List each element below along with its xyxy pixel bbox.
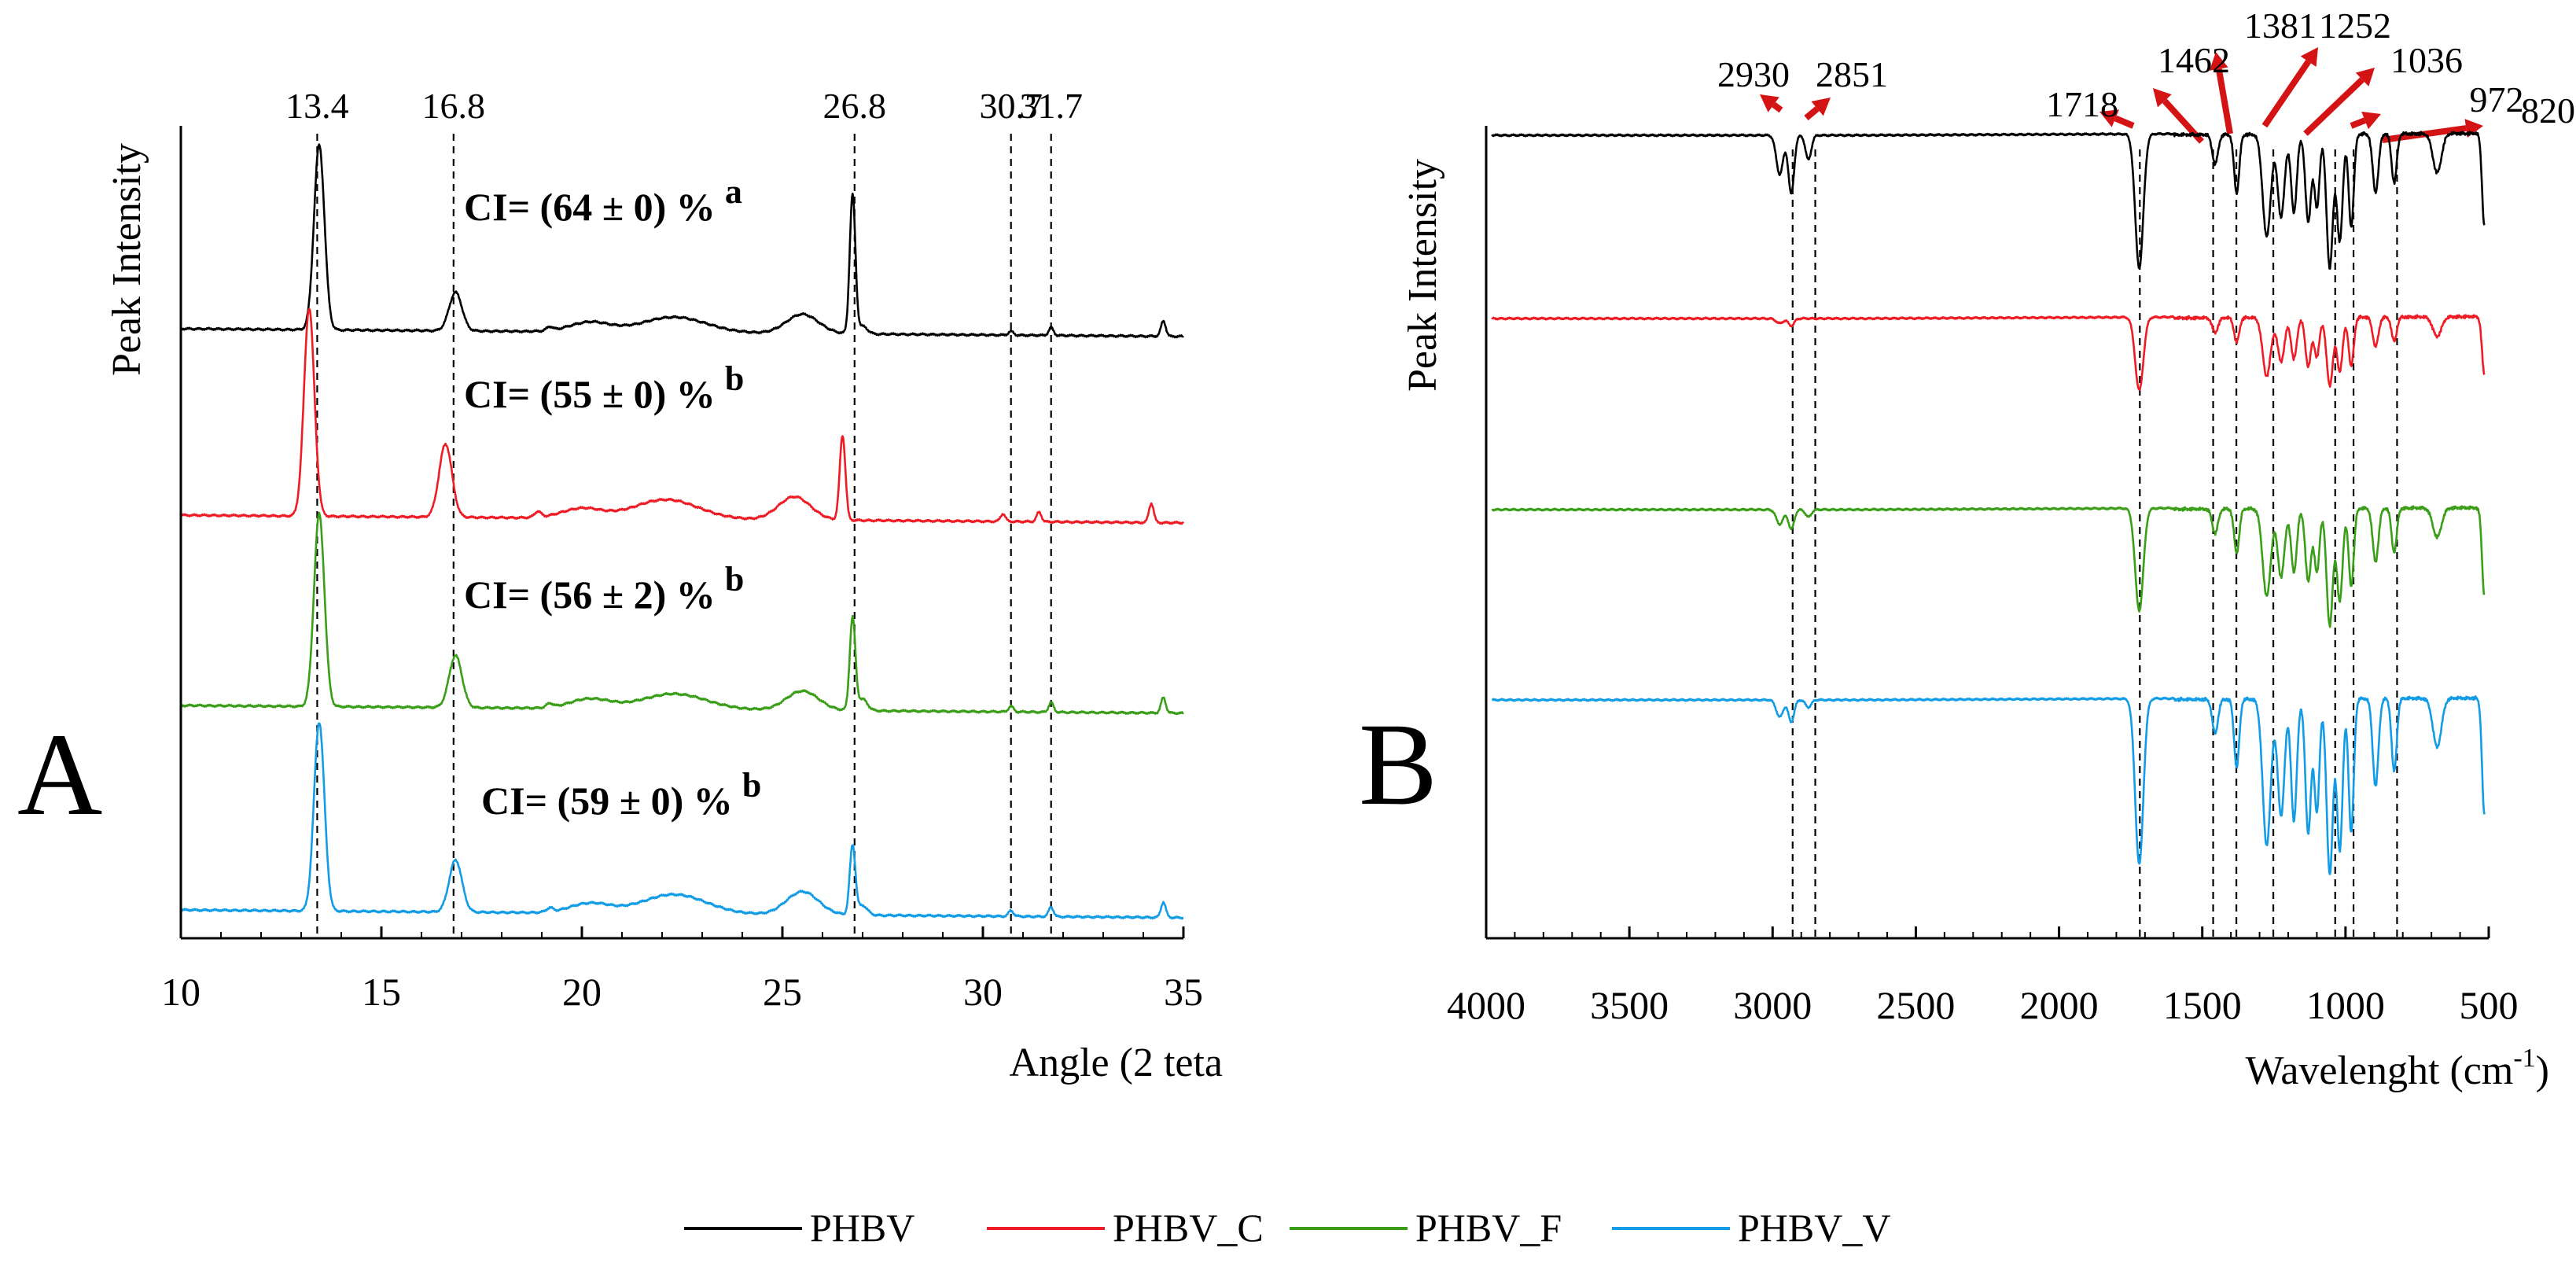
panel-a-ci-letter: a: [725, 172, 742, 211]
panel-a-ci-label: CI= (59 ± 0) %: [481, 779, 733, 823]
panel-b-ftir: B Peak Intensity 2930 2851 1718 1462 1381 125…: [1359, 6, 2575, 1093]
panel-a-peak-label: 26.8: [823, 86, 887, 126]
panel-b-x-tick-label: 1500: [2163, 983, 2242, 1027]
panel-a-peak-label: 31.7: [1019, 86, 1083, 126]
panel-a-peak-labels: 13.4 16.8 26.8 30.731.7: [285, 86, 1083, 126]
panel-a-x-tick-label: 25: [763, 970, 802, 1014]
panel-b-arrow-head: [2300, 47, 2318, 67]
panel-a-ci-letter: b: [742, 766, 761, 805]
panel-a-ci-letter: b: [725, 359, 744, 398]
legend-item: PHBV_F: [1290, 1206, 1562, 1250]
panel-b-arrow-shaft: [2261, 59, 2311, 128]
panel-a-ci-label: CI= (55 ± 0) %: [464, 372, 716, 416]
panel-b-arrow-head: [2209, 52, 2228, 71]
panel-a-letter: A: [17, 709, 102, 840]
panel-a-x-axis-title: Angle (2 teta: [1010, 1040, 1223, 1085]
legend-item: PHBV_C: [987, 1206, 1264, 1250]
panel-b-arrow-head: [2099, 109, 2119, 127]
panel-b-x-tick-label: 1000: [2306, 983, 2385, 1027]
panel-a-peak-label: 13.4: [285, 86, 349, 126]
panel-a-peak-label: 30.7: [979, 86, 1043, 126]
panel-b-x-tick-label: 2000: [2020, 983, 2099, 1027]
panel-a-xrd: A Peak Intensity 13.4 16.8 26.8 30.731.7 CI…: [17, 86, 1223, 1085]
panel-b-arrow-head: [2361, 111, 2381, 130]
panel-b-peak-label: 1381: [2244, 6, 2317, 46]
panel-a-series-PHBV: [180, 143, 1184, 339]
panel-b-arrow-shaft: [1804, 106, 1820, 121]
panel-b-arrow-head: [1760, 94, 1779, 112]
panel-b-series-PHBV: [1491, 131, 2486, 270]
panel-b-peak-label: 1462: [2158, 40, 2230, 80]
panel-b-x-tick-label: 2500: [1876, 983, 1955, 1027]
panel-a-series-PHBV_C: [180, 308, 1185, 525]
panel-b-curves: [1491, 131, 2486, 875]
panel-a-ci-letter: b: [725, 560, 744, 598]
legend-item: PHBV: [684, 1206, 914, 1250]
panel-b-x-tick-label: 500: [2460, 983, 2519, 1027]
legend-label: PHBV_V: [1738, 1206, 1890, 1250]
panel-a-x-ticks: 10 15 20 25 30 35: [161, 926, 1203, 1014]
panel-a-curves: [180, 143, 1185, 920]
panel-a-y-axis-title: Peak Intensity: [105, 143, 149, 376]
panel-b-arrow-shaft: [2303, 77, 2364, 136]
panel-a-x-tick-label: 15: [362, 970, 401, 1014]
panel-b-x-axis-title: Wavelenght (cm-1): [2245, 1044, 2549, 1093]
panel-a-x-tick-label: 30: [963, 970, 1003, 1014]
panel-b-series-PHBV_V: [1491, 695, 2486, 875]
panel-a-series-PHBV_V: [180, 722, 1184, 920]
panel-b-series-PHBV_C: [1491, 314, 2486, 391]
legend-label: PHBV: [810, 1206, 914, 1250]
panel-b-x-ticks: 4000 3500 3000 2500 2000 1500 1000 500: [1447, 926, 2519, 1027]
panel-a-peak-lines: [316, 134, 1052, 938]
panel-b-arrow-shaft: [2114, 115, 2135, 129]
panel-b-y-axis-title: Peak Intensity: [1400, 159, 1445, 392]
panel-b-peak-label: 2930: [1717, 54, 1790, 94]
panel-b-arrow-head: [2153, 88, 2172, 108]
panel-a-peak-label: 16.8: [422, 86, 486, 126]
panel-b-peak-label: 1036: [2390, 40, 2463, 80]
panel-b-peak-label: 1718: [2046, 84, 2118, 124]
panel-b-x-tick-label: 4000: [1447, 983, 1525, 1027]
legend-label: PHBV_C: [1113, 1206, 1264, 1250]
panel-b-letter: B: [1359, 699, 1437, 830]
panel-b-peak-label: 2851: [1816, 54, 1888, 94]
panel-b-x-axis-title-sup: -1: [2513, 1044, 2535, 1073]
panel-b-x-tick-label: 3000: [1733, 983, 1812, 1027]
panel-b-x-axis-title-main: Wavelenght (cm: [2245, 1048, 2513, 1093]
panel-b-arrows: [1760, 47, 2483, 144]
panel-b-arrow-shaft: [2215, 68, 2233, 134]
panel-b-peak-label: 1252: [2319, 6, 2391, 46]
panel-b-peak-label: 820: [2521, 90, 2575, 131]
panel-b-series-PHBV_F: [1491, 505, 2486, 628]
panel-b-arrow-head: [1811, 98, 1831, 116]
panel-b-x-tick-label: 3500: [1590, 983, 1669, 1027]
panel-a-x-tick-label: 20: [562, 970, 602, 1014]
legend-item: PHBV_V: [1612, 1206, 1890, 1250]
panel-b-arrow-head: [2355, 68, 2375, 87]
panel-b-arrow-shaft: [2350, 117, 2367, 129]
panel-b-x-axis-title-close: ): [2536, 1048, 2549, 1093]
panel-a-x-tick-label: 35: [1164, 970, 1203, 1014]
legend-label: PHBV_F: [1415, 1206, 1562, 1250]
panel-a-annotations: CI= (64 ± 0) % aCI= (55 ± 0) % bCI= (56 ± …: [464, 172, 761, 823]
panel-a-ci-label: CI= (56 ± 2) %: [464, 573, 716, 617]
panel-a-ci-label: CI= (64 ± 0) %: [464, 185, 716, 229]
panel-b-arrow-shaft: [1772, 101, 1783, 113]
panel-b-peak-label: 972: [2470, 79, 2524, 120]
panel-a-x-tick-label: 10: [161, 970, 201, 1014]
legend: PHBV PHBV_C PHBV_F PHBV_V: [684, 1206, 1890, 1250]
panel-a-series-PHBV_F: [180, 511, 1184, 716]
